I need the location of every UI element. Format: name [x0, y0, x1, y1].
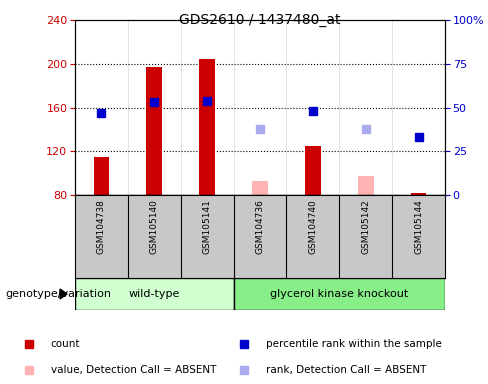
Text: GSM105144: GSM105144: [414, 199, 423, 254]
Text: GSM104740: GSM104740: [308, 199, 317, 254]
Text: wild-type: wild-type: [129, 289, 180, 299]
Bar: [410, 193, 427, 195]
Bar: [94, 157, 109, 195]
Text: glycerol kinase knockout: glycerol kinase knockout: [270, 289, 408, 299]
Text: GSM105141: GSM105141: [203, 199, 212, 254]
Bar: [75, 278, 234, 310]
Text: GSM105142: GSM105142: [361, 199, 370, 254]
Bar: [234, 278, 445, 310]
Text: GSM104738: GSM104738: [97, 199, 106, 254]
Text: GSM105140: GSM105140: [150, 199, 159, 254]
Bar: [199, 60, 215, 195]
Bar: [358, 176, 374, 195]
Text: GSM104736: GSM104736: [256, 199, 264, 254]
Bar: [305, 146, 321, 195]
Text: rank, Detection Call = ABSENT: rank, Detection Call = ABSENT: [266, 365, 427, 375]
Bar: [252, 181, 268, 195]
Polygon shape: [60, 289, 67, 299]
Text: genotype/variation: genotype/variation: [5, 289, 111, 299]
Bar: [146, 67, 162, 195]
Text: percentile rank within the sample: percentile rank within the sample: [266, 339, 442, 349]
Text: count: count: [51, 339, 80, 349]
Text: GDS2610 / 1437480_at: GDS2610 / 1437480_at: [179, 13, 341, 27]
Text: value, Detection Call = ABSENT: value, Detection Call = ABSENT: [51, 365, 216, 375]
